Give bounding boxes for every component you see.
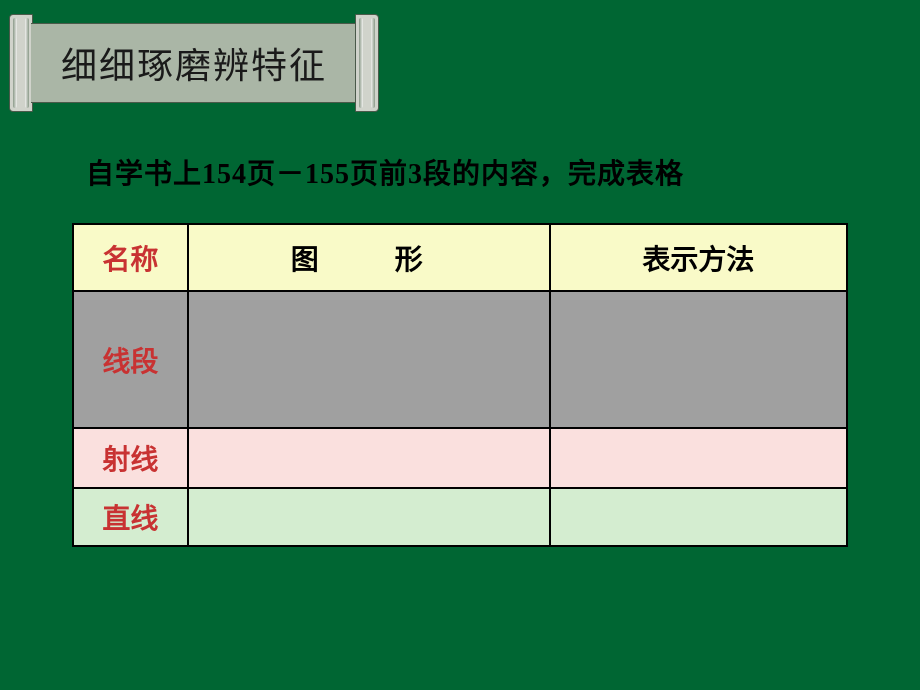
- table-row-line: 直线: [73, 488, 847, 546]
- ray-method-cell: [550, 428, 847, 488]
- banner-body: 细细琢磨辨特征: [31, 23, 357, 103]
- title-banner: 细细琢磨辨特征: [9, 16, 379, 106]
- scroll-right-decoration: [355, 14, 379, 112]
- segment-method-cell: [550, 291, 847, 428]
- header-name: 名称: [73, 224, 188, 291]
- segment-label: 线段: [73, 291, 188, 428]
- features-table: 名称 图 形 表示方法 线段 射线 直线: [72, 223, 848, 547]
- features-table-container: 名称 图 形 表示方法 线段 射线 直线: [72, 223, 848, 547]
- banner-title: 细细琢磨辨特征: [61, 37, 327, 89]
- line-method-cell: [550, 488, 847, 546]
- header-method: 表示方法: [550, 224, 847, 291]
- header-shape: 图 形: [188, 224, 550, 291]
- segment-shape-cell: [188, 291, 550, 428]
- ray-shape-cell: [188, 428, 550, 488]
- table-header-row: 名称 图 形 表示方法: [73, 224, 847, 291]
- table-row-segment: 线段: [73, 291, 847, 428]
- line-label: 直线: [73, 488, 188, 546]
- table-row-ray: 射线: [73, 428, 847, 488]
- ray-label: 射线: [73, 428, 188, 488]
- line-shape-cell: [188, 488, 550, 546]
- instruction-text: 自学书上154页－155页前3段的内容，完成表格: [86, 152, 684, 192]
- scroll-left-decoration: [9, 14, 33, 112]
